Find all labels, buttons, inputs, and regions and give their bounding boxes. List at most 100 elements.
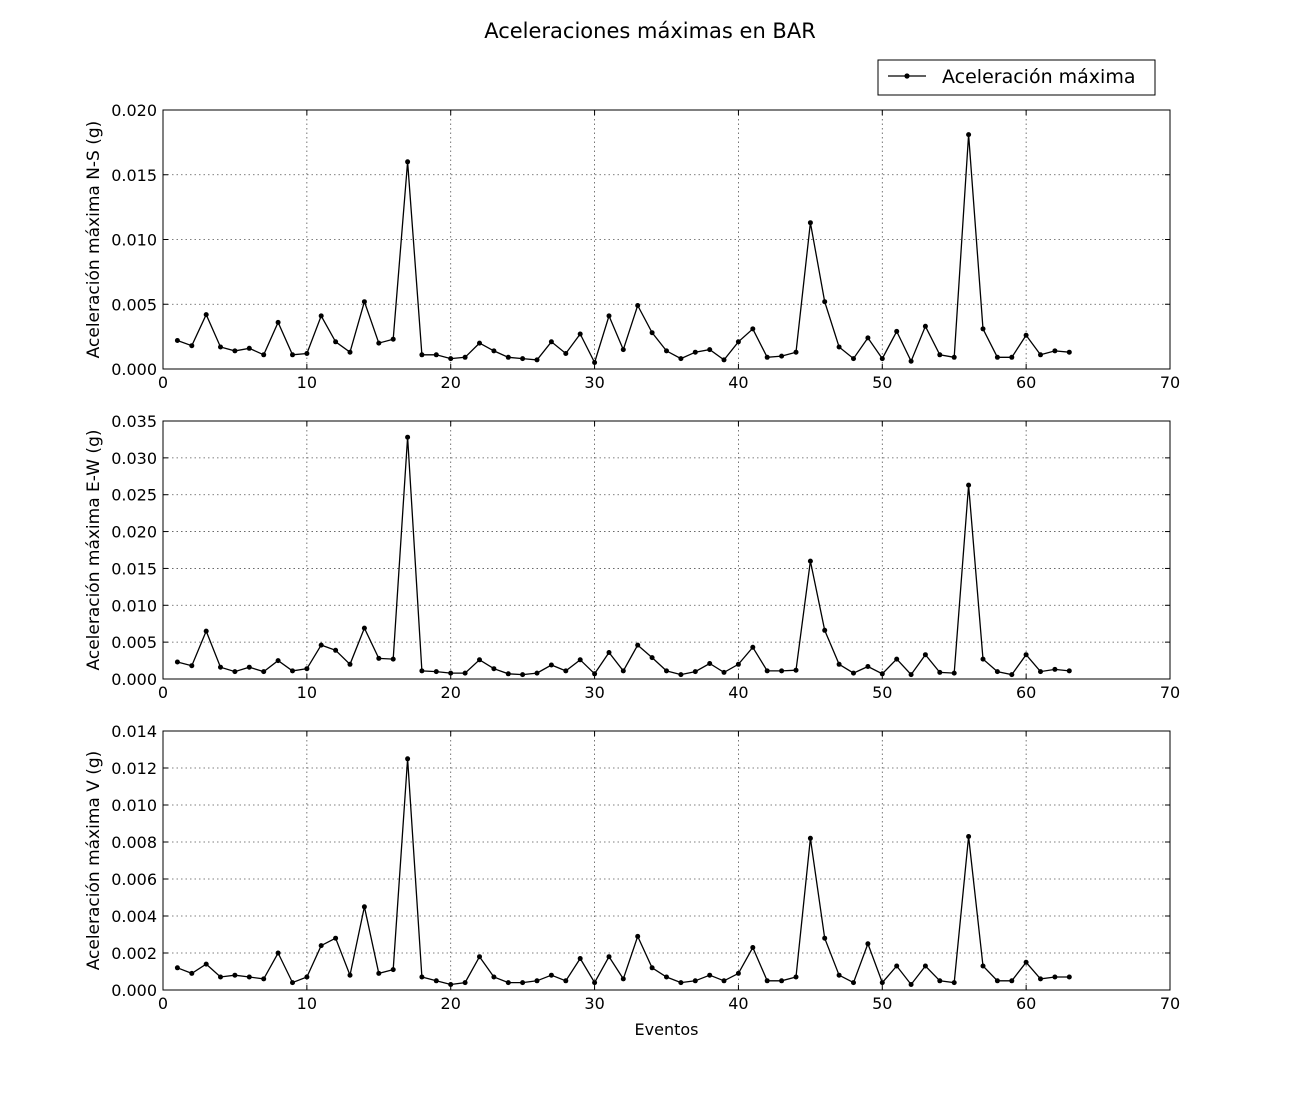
y-tick-label: 0.012 — [111, 759, 157, 778]
data-point — [563, 978, 569, 984]
x-tick-label: 10 — [297, 373, 317, 392]
data-point — [505, 354, 511, 360]
data-point — [822, 627, 828, 633]
x-tick-label: 20 — [441, 373, 461, 392]
data-point — [419, 668, 425, 674]
data-point — [448, 982, 454, 987]
data-point — [477, 657, 482, 663]
data-point — [376, 340, 382, 346]
x-tick-label: 30 — [584, 373, 604, 392]
x-tick-label: 70 — [1160, 683, 1180, 702]
data-point — [448, 670, 454, 676]
data-point — [678, 980, 684, 986]
data-point — [692, 349, 698, 355]
data-point — [203, 312, 209, 318]
data-point — [548, 972, 554, 978]
data-point — [1052, 666, 1058, 672]
data-point — [692, 669, 698, 675]
subplot-ew: 0 10 20 30 40 50 60 70 0.000 0.005 0.010 0.015 0.020… — [84, 412, 1180, 702]
y-tick-label: 0.008 — [111, 833, 157, 852]
data-point — [807, 558, 813, 564]
y-axis-label: Aceleración máxima V (g) — [84, 751, 104, 971]
data-point — [779, 353, 785, 359]
data-point — [750, 945, 756, 950]
data-point — [405, 159, 411, 165]
y-tick-label: 0.000 — [111, 670, 157, 689]
data-point — [707, 347, 713, 353]
data-point — [937, 669, 943, 675]
x-tick-label: 10 — [297, 994, 317, 1013]
data-point — [333, 339, 339, 345]
data-point — [390, 336, 396, 342]
data-point — [261, 976, 267, 982]
data-point — [606, 650, 612, 655]
data-point — [347, 972, 353, 978]
y-tick-label: 0.005 — [111, 633, 157, 652]
data-point — [290, 352, 295, 358]
plot-area-frame — [162, 730, 1171, 991]
data-point — [951, 980, 957, 986]
data-point — [994, 669, 1000, 675]
data-point — [807, 220, 813, 226]
data-point — [505, 671, 511, 677]
figure-title: Aceleraciones máximas en BAR — [484, 19, 816, 43]
data-point — [721, 669, 727, 675]
data-point — [1038, 976, 1043, 982]
data-point — [822, 299, 828, 305]
data-point — [419, 352, 425, 358]
y-tick-label: 0.010 — [111, 796, 157, 815]
data-point — [735, 661, 741, 667]
series-line — [177, 758, 1070, 986]
data-point — [477, 340, 482, 346]
data-point — [592, 671, 598, 677]
data-point — [218, 344, 223, 350]
data-point — [275, 950, 281, 956]
data-point — [1066, 349, 1072, 355]
data-point — [318, 642, 324, 648]
data-point — [1066, 668, 1072, 674]
data-point — [735, 970, 741, 976]
data-point — [836, 344, 842, 350]
data-point — [534, 978, 540, 984]
x-tick-label: 40 — [728, 373, 748, 392]
data-point — [664, 668, 669, 674]
y-tick-label: 0.004 — [111, 907, 157, 926]
data-point — [520, 980, 526, 986]
data-point — [678, 672, 684, 678]
series-line — [177, 134, 1070, 365]
data-point — [462, 980, 468, 986]
data-point — [534, 357, 540, 363]
data-point — [620, 347, 626, 353]
data-point — [649, 330, 655, 336]
data-point — [232, 669, 238, 675]
x-tick-label: 10 — [297, 683, 317, 702]
data-point — [448, 356, 454, 362]
data-point — [304, 666, 310, 672]
data-point — [203, 961, 209, 967]
data-point — [908, 358, 914, 364]
data-point — [879, 356, 885, 362]
data-point — [922, 963, 928, 969]
legend-label: Aceleración máxima — [942, 66, 1135, 88]
data-point — [246, 974, 252, 980]
data-point — [951, 670, 957, 676]
data-point — [980, 326, 986, 332]
data-point — [333, 935, 339, 941]
data-point — [980, 656, 986, 662]
x-tick-label: 0 — [158, 683, 168, 702]
data-point — [922, 323, 928, 329]
data-point — [304, 974, 310, 980]
data-point — [333, 647, 339, 653]
y-tick-label: 0.000 — [111, 360, 157, 379]
data-point — [865, 664, 871, 669]
data-point — [1023, 652, 1029, 658]
data-point — [505, 980, 511, 986]
data-point — [764, 668, 770, 674]
data-point — [664, 348, 669, 354]
data-point — [721, 357, 727, 363]
data-point — [635, 642, 641, 648]
data-point — [1009, 354, 1015, 360]
data-point — [865, 335, 871, 341]
y-tick-label: 0.006 — [111, 870, 157, 889]
